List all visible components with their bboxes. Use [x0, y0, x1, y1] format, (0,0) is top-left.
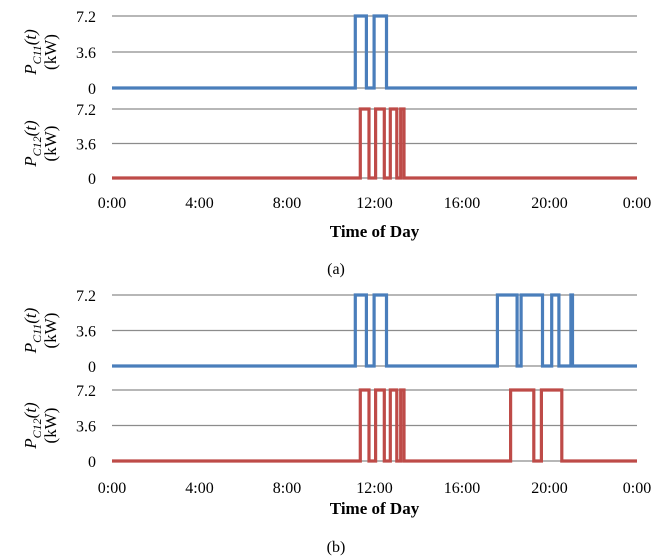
y-axis-unit: (kW) [41, 408, 60, 444]
x-tick-label: 0:00 [623, 480, 651, 497]
subplot-c12: 7.2 3.6 0 PC12(t) (kW) [21, 102, 637, 188]
y-axis-unit: (kW) [41, 126, 60, 162]
subplot-c12: 7.2 3.6 0 PC12(t) (kW) [21, 383, 637, 471]
series-line-c11 [112, 14, 637, 90]
x-tick-label: 4:00 [185, 195, 213, 212]
x-tick-label: 0:00 [623, 195, 651, 212]
series-line-c12 [112, 107, 637, 180]
y-tick-label: 7.2 [76, 102, 96, 119]
y-tick-label: 7.2 [76, 288, 96, 305]
y-axis-label: PC11(t) [21, 307, 44, 354]
y-tick-label: 7.2 [76, 383, 96, 400]
y-tick-label: 0 [88, 81, 96, 98]
y-axis-unit: (kW) [41, 313, 60, 349]
x-tick-label: 8:00 [273, 480, 301, 497]
y-tick-label: 3.6 [76, 45, 96, 62]
x-tick-label: 16:00 [444, 480, 480, 497]
y-tick-label: 0 [88, 454, 96, 471]
x-tick-label: 0:00 [98, 195, 126, 212]
x-tick-label: 4:00 [185, 480, 213, 497]
x-tick-label: 8:00 [273, 195, 301, 212]
y-tick-label: 0 [88, 171, 96, 188]
x-axis-label: Time of Day [330, 499, 420, 518]
subplot-c11: 7.2 3.6 0 PC11(t) (kW) [21, 9, 637, 98]
y-tick-label: 7.2 [76, 9, 96, 26]
panel-caption: (a) [327, 261, 345, 278]
panel-caption: (b) [327, 539, 346, 556]
y-axis-unit: (kW) [41, 34, 60, 70]
y-tick-label: 3.6 [76, 324, 96, 341]
series-line-c12 [112, 388, 637, 463]
x-axis-label: Time of Day [330, 222, 420, 241]
y-axis-label: PC12(t) [21, 120, 44, 168]
y-axis-label: PC11(t) [21, 29, 44, 76]
series-line-c11 [112, 293, 637, 368]
x-tick-label: 12:00 [356, 195, 392, 212]
y-axis-label: PC12(t) [21, 402, 44, 450]
x-tick-label: 20:00 [531, 195, 567, 212]
y-tick-label: 3.6 [76, 137, 96, 154]
subplot-c11: 7.2 3.6 0 PC11(t) (kW) [21, 288, 637, 376]
x-tick-label: 16:00 [444, 195, 480, 212]
x-tick-label: 12:00 [356, 480, 392, 497]
x-tick-label: 0:00 [98, 480, 126, 497]
y-tick-label: 3.6 [76, 419, 96, 436]
y-tick-label: 0 [88, 359, 96, 376]
x-tick-label: 20:00 [531, 480, 567, 497]
